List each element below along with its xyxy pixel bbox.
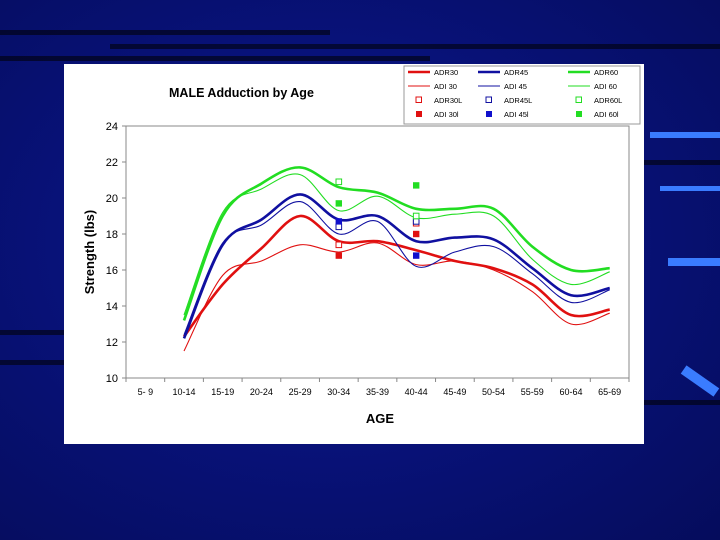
data-point-adi-45l	[412, 252, 420, 259]
y-tick-label: 22	[106, 157, 118, 169]
line-chart: 10 12 14 16 18 20 22 24 5- 9 10-14 15-19 20-24 25-2…	[82, 65, 641, 426]
series-line-adr30	[182, 214, 610, 338]
legend-label: ADR30L	[434, 96, 462, 105]
legend-label: ADI 30	[434, 82, 457, 91]
y-tick-label: 14	[106, 301, 118, 313]
x-tick-label: 5- 9	[138, 387, 154, 397]
data-point-adr60l	[412, 212, 420, 220]
x-axis-title: AGE	[366, 411, 395, 426]
y-tick-label: 18	[106, 229, 118, 241]
y-tick-label: 12	[106, 337, 118, 349]
x-tick-label: 30-34	[327, 387, 350, 397]
x-tick-label: 50-54	[482, 387, 505, 397]
y-tick-label: 24	[106, 121, 118, 133]
legend-swatch	[416, 111, 422, 117]
chart-panel: MALE Adduction by Age 10 12 14 16 18 20 22 24 5…	[64, 64, 644, 444]
background-accent	[660, 186, 720, 191]
x-tick-label: 45-49	[443, 387, 466, 397]
data-point-adi-30l	[412, 230, 420, 238]
x-tick-label: 20-24	[250, 387, 273, 397]
legend-swatch	[576, 111, 582, 117]
y-tick-label: 20	[106, 193, 118, 205]
legend-swatch	[575, 96, 582, 103]
legend-label: ADR45	[504, 68, 528, 77]
data-point-adr60l	[335, 178, 343, 186]
background-stripe	[0, 56, 430, 61]
x-tick-label: 55-59	[521, 387, 544, 397]
x-tick-label: 65-69	[598, 387, 621, 397]
data-point-adi-60l	[335, 200, 343, 207]
legend-label: ADR60	[594, 68, 618, 77]
legend-label: ADI 60l	[594, 110, 619, 119]
series-line-adi-30	[183, 242, 610, 352]
legend-label: ADI 45l	[504, 110, 529, 119]
data-point-adi-60l	[412, 182, 420, 189]
series-line-adr45	[182, 193, 611, 339]
series-line-adr60	[182, 166, 610, 321]
x-tick-label: 15-19	[211, 387, 234, 397]
x-tick-label: 35-39	[366, 387, 389, 397]
background-stripe	[0, 30, 330, 35]
background-stripe	[644, 400, 720, 405]
x-tick-label: 60-64	[559, 387, 582, 397]
background-accent	[668, 258, 720, 266]
background-stripe	[644, 160, 720, 165]
series-line-adi-45	[183, 201, 610, 336]
y-axis-title: Strength (lbs)	[82, 210, 97, 295]
legend-swatch	[415, 96, 422, 103]
data-point-adi-45l	[335, 218, 343, 225]
legend-box	[403, 65, 641, 125]
background-stripe	[0, 360, 64, 365]
legend-label: ADI 30l	[434, 110, 459, 119]
y-tick-label: 16	[106, 265, 118, 277]
legend-swatch	[486, 111, 492, 117]
background-stripe	[0, 330, 64, 335]
x-tick-label: 10-14	[173, 387, 196, 397]
data-point-adi-30l	[335, 252, 343, 259]
data-point-adr45l	[335, 223, 343, 231]
plot-area	[125, 125, 630, 379]
legend-label: ADR30	[434, 68, 458, 77]
background-accent	[650, 132, 720, 138]
legend-label: ADR60L	[594, 96, 622, 105]
data-point-adr45l	[412, 218, 420, 225]
legend-label: ADI 60	[594, 82, 617, 91]
legend-swatch	[485, 96, 492, 103]
legend-label: ADI 45	[504, 82, 527, 91]
legend-label: ADR45L	[504, 96, 532, 105]
data-point-adr30l	[335, 241, 343, 249]
x-tick-label: 25-29	[289, 387, 312, 397]
chart-title: MALE Adduction by Age	[169, 86, 314, 100]
x-tick-label: 40-44	[405, 387, 428, 397]
background-accent	[680, 365, 720, 397]
y-tick-label: 10	[106, 373, 118, 385]
series-line-adi-60	[183, 173, 610, 316]
background-stripe	[110, 44, 720, 49]
